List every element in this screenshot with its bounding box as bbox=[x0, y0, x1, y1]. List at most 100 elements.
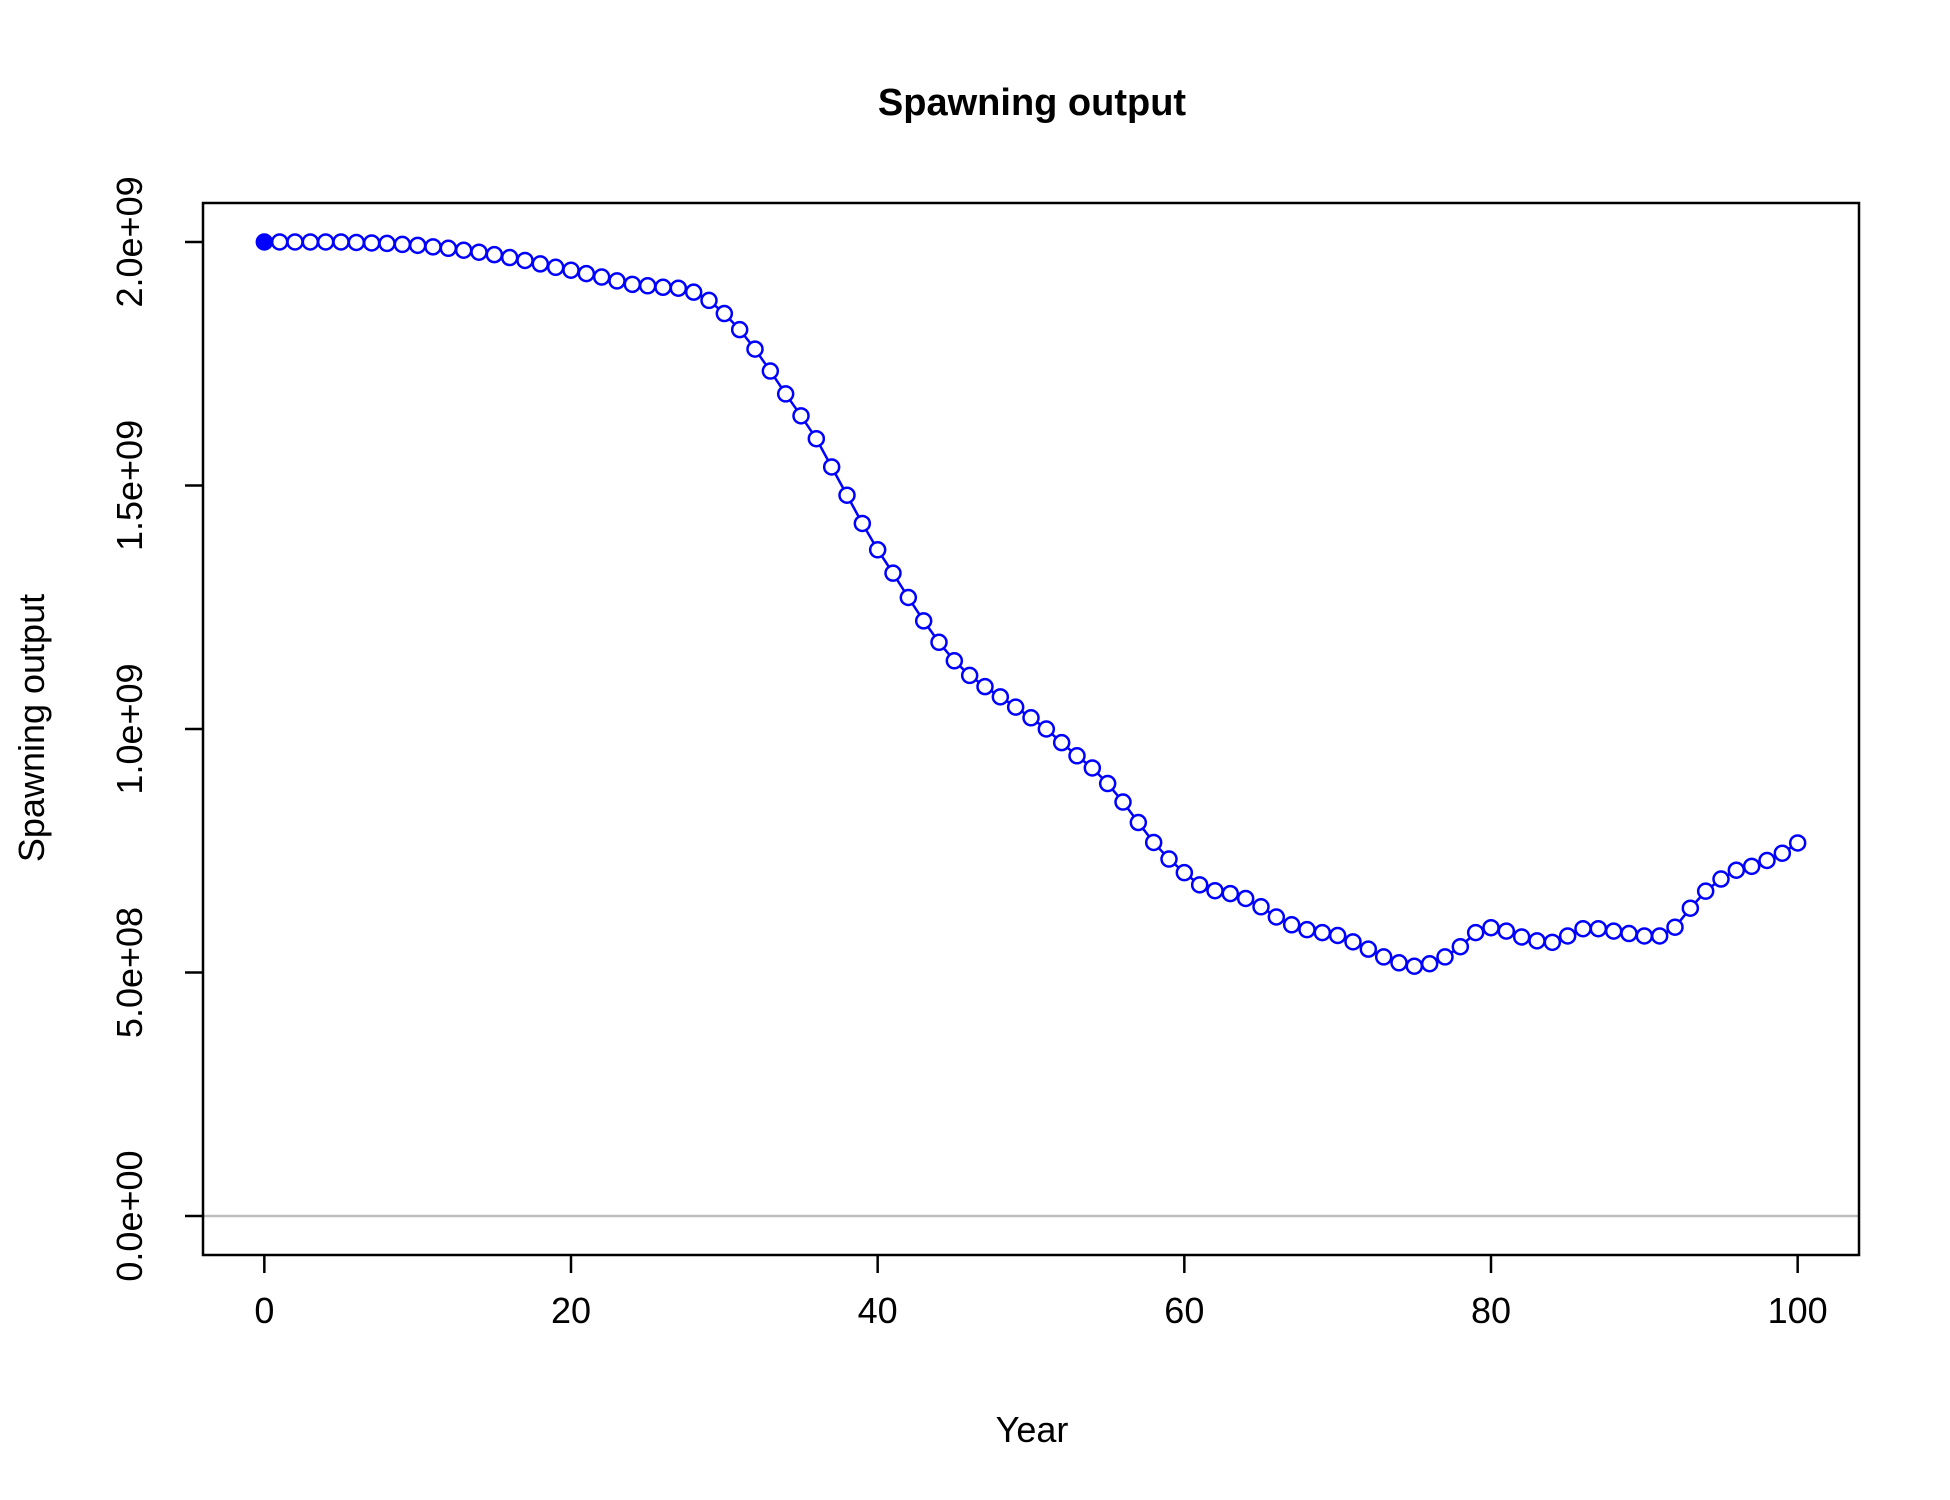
plot-frame bbox=[201, 201, 1861, 1257]
data-point bbox=[807, 429, 826, 448]
y-axis: 0.0e+00 5.0e+08 1.0e+09 1.5e+09 2.0e+09 bbox=[109, 176, 203, 1282]
data-point bbox=[1620, 924, 1638, 943]
x-tick-label: 100 bbox=[1768, 1290, 1828, 1331]
data-point bbox=[516, 251, 534, 270]
data-point bbox=[1190, 876, 1209, 894]
series-line bbox=[264, 240, 1799, 968]
data-point bbox=[1068, 747, 1086, 765]
data-point bbox=[730, 320, 749, 339]
data-point bbox=[1328, 926, 1347, 945]
x-axis-label: Year bbox=[996, 1409, 1069, 1450]
data-point bbox=[332, 233, 350, 251]
data-point bbox=[1144, 833, 1163, 852]
data-point bbox=[1160, 850, 1178, 868]
y-axis-label: Spawning output bbox=[11, 594, 52, 862]
data-point bbox=[1052, 733, 1071, 752]
data-point bbox=[1252, 898, 1270, 916]
data-point bbox=[1666, 918, 1684, 936]
data-point bbox=[1037, 720, 1056, 738]
data-point bbox=[1482, 918, 1500, 937]
data-point bbox=[1466, 923, 1485, 942]
data-point bbox=[669, 279, 688, 297]
data-point bbox=[1574, 919, 1592, 938]
data-point bbox=[1635, 927, 1654, 945]
data-point bbox=[1282, 916, 1301, 934]
data-point bbox=[1114, 793, 1132, 811]
data-point bbox=[1589, 919, 1608, 938]
data-point bbox=[1696, 882, 1715, 900]
data-point bbox=[1712, 870, 1730, 888]
data-point bbox=[408, 236, 427, 255]
data-point bbox=[255, 233, 274, 251]
data-point bbox=[1298, 920, 1316, 939]
data-point bbox=[1022, 709, 1040, 727]
data-point bbox=[884, 564, 902, 582]
data-point bbox=[286, 233, 304, 251]
data-point bbox=[914, 612, 933, 630]
x-tick-label: 0 bbox=[254, 1290, 274, 1331]
data-point bbox=[316, 233, 335, 251]
chart-title: Spawning output bbox=[878, 82, 1187, 124]
data-point bbox=[1604, 922, 1623, 940]
data-point bbox=[1405, 957, 1424, 975]
data-point bbox=[976, 677, 994, 696]
data-point bbox=[1390, 954, 1408, 972]
data-point bbox=[1267, 908, 1286, 926]
data-point bbox=[715, 304, 734, 323]
data-point bbox=[1558, 927, 1577, 945]
data-point bbox=[853, 514, 872, 533]
data-point bbox=[424, 238, 442, 256]
data-point bbox=[1175, 863, 1194, 882]
data-point bbox=[1528, 932, 1546, 950]
data-point bbox=[347, 233, 366, 252]
data-point bbox=[868, 541, 887, 559]
data-point bbox=[454, 241, 473, 259]
data-point bbox=[439, 239, 458, 258]
data-point bbox=[562, 261, 580, 279]
data-point bbox=[1129, 813, 1148, 832]
data-point bbox=[761, 362, 780, 380]
data-point bbox=[1313, 923, 1332, 942]
data-point bbox=[362, 234, 381, 252]
y-tick-label: 0.0e+00 bbox=[109, 1150, 150, 1281]
data-point bbox=[1681, 899, 1700, 917]
data-point bbox=[301, 233, 320, 251]
plot-area bbox=[203, 233, 1859, 1218]
data-point bbox=[531, 255, 550, 273]
data-point bbox=[1359, 940, 1378, 958]
data-point bbox=[776, 385, 795, 403]
data-point bbox=[654, 278, 672, 297]
data-point bbox=[1727, 861, 1746, 879]
data-point bbox=[1374, 948, 1393, 966]
data-point bbox=[1758, 851, 1776, 870]
x-tick-label: 40 bbox=[858, 1290, 898, 1331]
data-point bbox=[684, 283, 703, 301]
data-point bbox=[1788, 834, 1807, 852]
data-point bbox=[1344, 933, 1362, 951]
data-point bbox=[592, 268, 611, 286]
data-point bbox=[960, 666, 979, 685]
data-point bbox=[1006, 698, 1025, 716]
data-point bbox=[638, 277, 657, 295]
data-point bbox=[577, 264, 596, 283]
x-tick-label: 80 bbox=[1471, 1290, 1511, 1331]
data-point bbox=[608, 272, 626, 290]
data-point bbox=[1436, 948, 1454, 966]
data-point bbox=[1512, 928, 1531, 946]
data-point bbox=[485, 245, 504, 264]
data-point bbox=[1206, 881, 1224, 900]
data-point bbox=[1543, 933, 1562, 952]
y-tick-label: 1.5e+09 bbox=[109, 420, 150, 551]
x-tick-label: 20 bbox=[551, 1290, 591, 1331]
data-point bbox=[1420, 955, 1439, 973]
data-point bbox=[393, 235, 412, 254]
data-point bbox=[700, 291, 718, 310]
data-point bbox=[945, 652, 964, 670]
data-point bbox=[270, 233, 289, 251]
data-point bbox=[470, 243, 488, 261]
data-point bbox=[746, 340, 764, 358]
y-tick-label: 2.0e+09 bbox=[109, 176, 150, 307]
data-point bbox=[792, 407, 810, 425]
x-tick-label: 60 bbox=[1164, 1290, 1204, 1331]
